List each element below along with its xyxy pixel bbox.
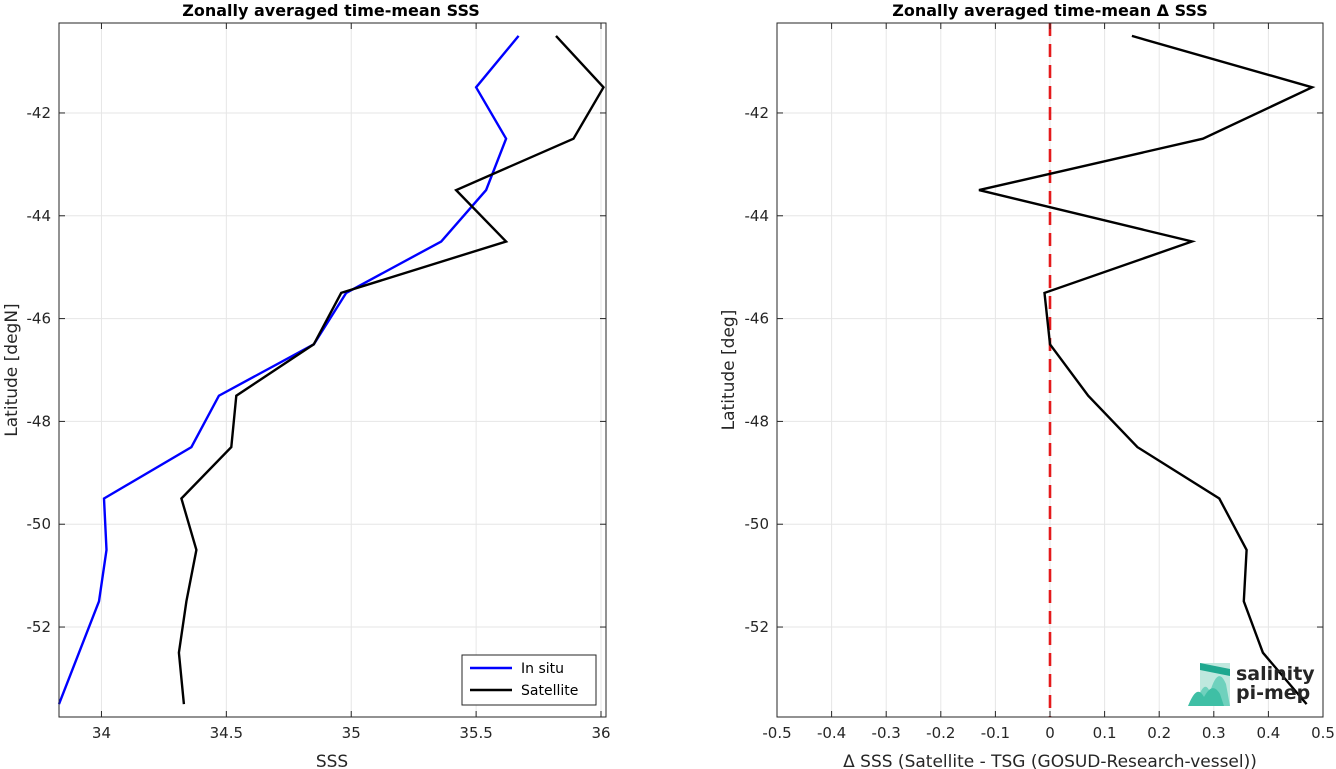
x-tick-label: 0.5 (1311, 724, 1335, 742)
legend-box (461, 654, 597, 706)
y-tick-label: -46 (745, 310, 770, 328)
x-tick-label: 35.5 (459, 724, 492, 742)
series-group (57, 35, 605, 705)
x-tick-label: 0.2 (1147, 724, 1171, 742)
series-group (978, 34, 1316, 705)
chart-delta-sss: Zonally averaged time-mean Δ SSS -0.5 -0.… (719, 1, 1335, 769)
y-tick-label: -48 (745, 412, 770, 430)
legend: In situ Satellite (461, 654, 597, 706)
y-tick-label: -52 (27, 618, 52, 636)
y-axis-label: Latitude [degN] (2, 303, 22, 436)
x-axis-label: Δ SSS (Satellite - TSG (GOSUD-Research-v… (843, 752, 1257, 769)
x-tick-label: 0.3 (1202, 724, 1226, 742)
y-tick-label: -50 (745, 515, 770, 533)
grid (59, 23, 606, 717)
x-tick-label: -0.4 (817, 724, 846, 742)
x-tick-label: 0.1 (1093, 724, 1117, 742)
chart-sss: Zonally averaged time-mean SSS 34 34.5 35 3… (2, 1, 611, 769)
x-axis-label: SSS (316, 752, 348, 769)
x-tick-label: 36 (591, 724, 610, 742)
y-axis-label: Latitude [deg] (719, 310, 739, 431)
legend-entry-satellite: Satellite (521, 683, 578, 699)
x-tick-label: 34.5 (210, 724, 243, 742)
series-line-satellite (177, 35, 605, 705)
plot-frame (58, 22, 607, 718)
y-tick-label: -42 (27, 104, 52, 122)
y-tick-label: -48 (27, 412, 52, 430)
x-tick-label: -0.3 (872, 724, 901, 742)
y-tick-label: -50 (27, 515, 52, 533)
x-tick-label: 35 (342, 724, 361, 742)
chart-title: Zonally averaged time-mean SSS (182, 1, 480, 20)
logo-line1: salinity (1236, 663, 1315, 685)
x-tick-label: 34 (92, 724, 111, 742)
plot-area (59, 23, 606, 717)
y-tick-label: -52 (745, 618, 770, 636)
x-tick-label: -0.5 (762, 724, 791, 742)
logo-line2: pi-mep (1236, 682, 1310, 704)
series-line-0 (978, 34, 1316, 705)
x-tick-label: 0.4 (1256, 724, 1280, 742)
y-tick-label: -42 (745, 104, 770, 122)
chart-title: Zonally averaged time-mean Δ SSS (892, 1, 1208, 20)
wave-stack-icon (1188, 663, 1230, 706)
y-tick-label: -46 (27, 310, 52, 328)
salinity-pi-mep-logo: salinity pi-mep (1188, 663, 1315, 706)
y-tick-label: -44 (745, 207, 770, 225)
ticks: 34 34.5 35 35.5 36 -52 -50 -48 -46 -44 -42 (27, 23, 611, 742)
y-tick-label: -44 (27, 207, 52, 225)
ticks: -0.5 -0.4 -0.3 -0.2 -0.1 0 0.1 0.2 0.3 0.4 0.5 -52 -… (745, 23, 1335, 742)
x-tick-label: 0 (1045, 724, 1055, 742)
legend-entry-in-situ: In situ (521, 661, 564, 677)
x-tick-label: -0.2 (926, 724, 955, 742)
series-line-in-situ (57, 35, 520, 705)
x-tick-label: -0.1 (981, 724, 1010, 742)
